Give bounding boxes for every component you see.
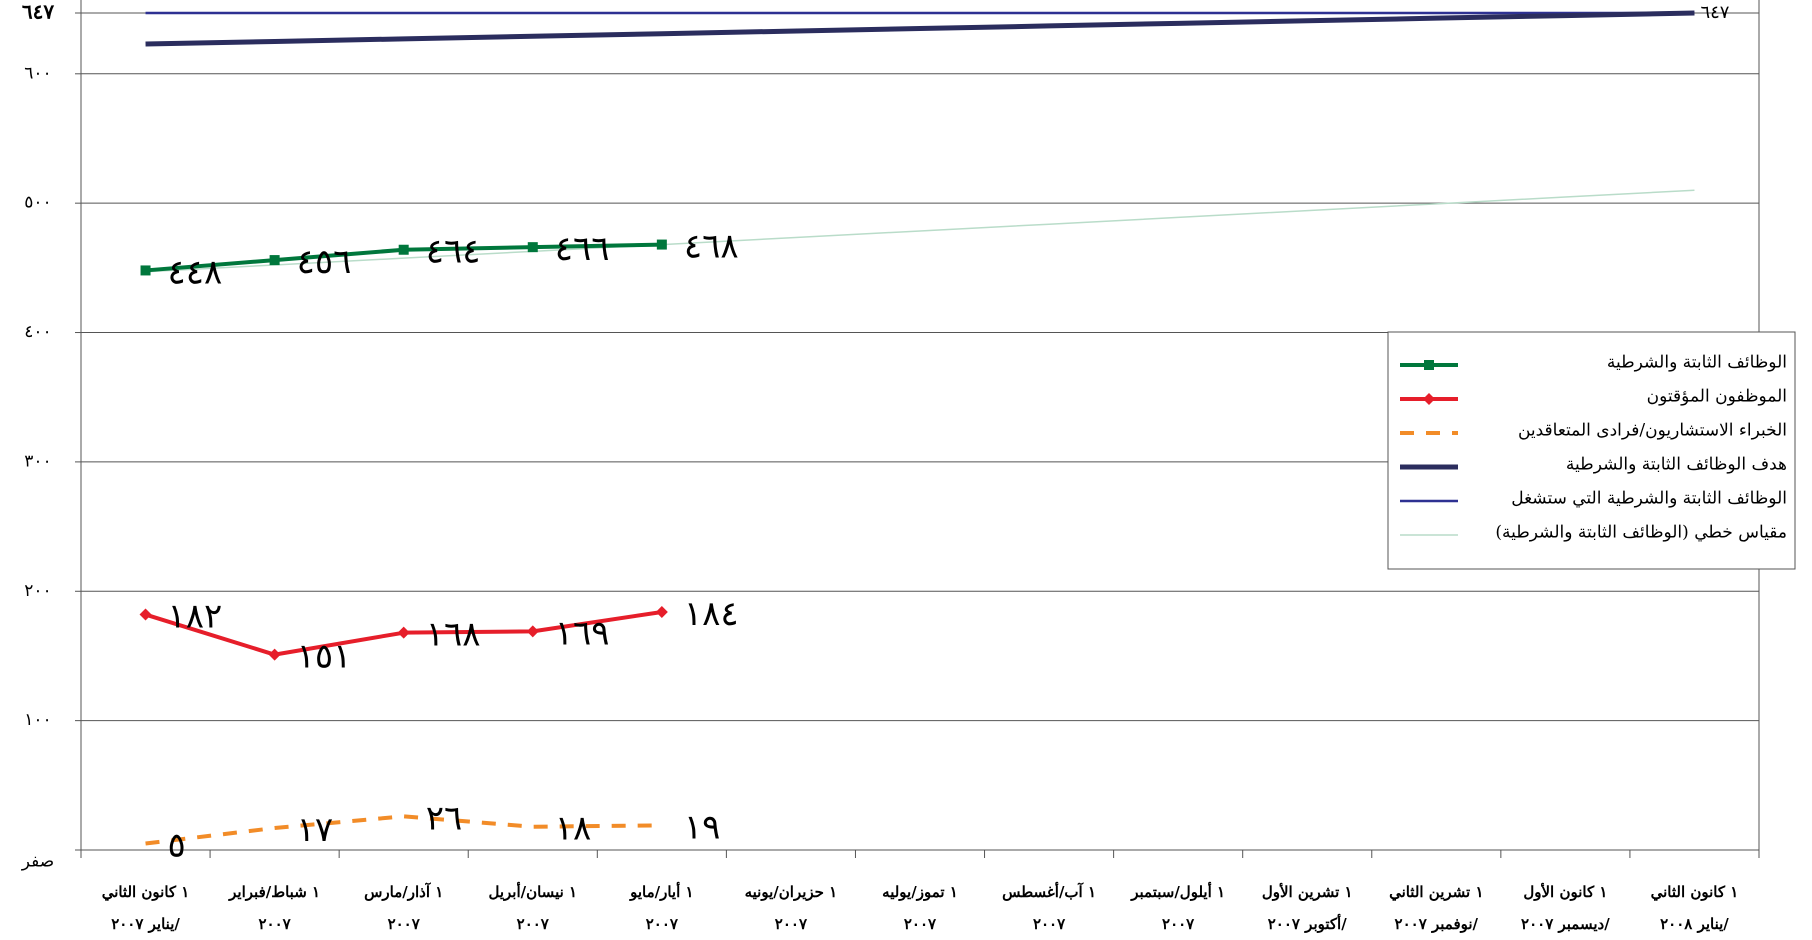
y-tick-label: ٣٠٠ xyxy=(24,451,51,471)
data-label: ١٨ xyxy=(555,809,592,849)
data-label: ١٨٤ xyxy=(684,594,739,634)
x-tick-label: ١ كانون الثاني /يناير ٢٠٠٧ xyxy=(101,883,190,933)
y-tick-label: ١٠٠ xyxy=(24,710,51,730)
data-label: ١٧ xyxy=(297,810,334,850)
data-label: ٥ xyxy=(168,826,186,866)
legend-label: هدف الوظائف الثابتة والشرطية xyxy=(1566,455,1787,475)
y-tick-label: ٦٤٧ xyxy=(22,0,54,24)
data-label: ١٦٨ xyxy=(426,615,481,655)
legend-label: مقياس خطي (الوظائف الثابتة والشرطية) xyxy=(1495,523,1787,543)
x-tick-label: ١ شباط/فبراير ٢٠٠٧ xyxy=(229,883,321,933)
y-tick-label: ٤٠٠ xyxy=(24,322,51,342)
data-label: ١٦٩ xyxy=(555,613,610,653)
data-label: ١٩ xyxy=(684,807,721,847)
y-tick-label: ٦٠٠ xyxy=(24,63,51,83)
x-tick-label: ١ آذار/مارس ٢٠٠٧ xyxy=(364,883,444,933)
data-label: ١٥١ xyxy=(297,637,352,677)
marker xyxy=(398,244,409,255)
data-label: ٤٥٦ xyxy=(297,242,352,282)
series-line xyxy=(145,814,662,846)
marker xyxy=(139,608,152,621)
data-label: ١٨٢ xyxy=(168,597,223,637)
data-label: ٤٦٤ xyxy=(426,232,481,272)
data-label: ٤٤٨ xyxy=(168,252,223,292)
data-label: ٦٤٧ xyxy=(1700,2,1729,23)
legend-marker xyxy=(1423,393,1435,405)
series-line xyxy=(145,10,1695,47)
marker xyxy=(655,605,668,618)
marker xyxy=(140,265,151,276)
legend-label: الوظائف الثابتة والشرطية xyxy=(1607,353,1787,373)
legend-box xyxy=(1387,331,1796,570)
x-tick-label: ١ أيار/مايو ٢٠٠٧ xyxy=(630,883,694,933)
marker xyxy=(527,242,538,253)
data-label: ٢٦ xyxy=(426,798,463,838)
data-label: ٤٦٨ xyxy=(684,227,739,267)
legend-label: الموظفون المؤقتون xyxy=(1647,387,1787,407)
x-tick-label: ١ تشرين الثاني /نوفمبر ٢٠٠٧ xyxy=(1389,883,1484,933)
legend-label: الخبراء الاستشاريون/فرادى المتعاقدين xyxy=(1518,421,1787,441)
y-tick-label: ٥٠٠ xyxy=(24,193,51,213)
marker xyxy=(656,239,667,250)
x-tick-label: ١ تموز/يوليه ٢٠٠٧ xyxy=(882,883,958,933)
x-tick-label: ١ كانون الأول /ديسمبر ٢٠٠٧ xyxy=(1521,883,1610,933)
legend-label: الوظائف الثابتة والشرطية التي ستشغل xyxy=(1511,489,1787,509)
marker xyxy=(526,625,539,638)
x-tick-label: ١ تشرين الأول /أكتوبر ٢٠٠٧ xyxy=(1261,883,1353,933)
legend-marker xyxy=(1424,360,1434,370)
series-line xyxy=(145,189,1695,273)
x-tick-label: ١ آب/أغسطس ٢٠٠٧ xyxy=(1002,883,1096,933)
y-tick-label: صفر xyxy=(21,852,54,872)
x-tick-label: ١ كانون الثاني /يناير ٢٠٠٨ xyxy=(1650,883,1739,933)
marker xyxy=(269,255,280,266)
y-tick-label: ٢٠٠ xyxy=(24,581,51,601)
x-tick-label: ١ أيلول/سبتمبر ٢٠٠٧ xyxy=(1131,883,1226,933)
marker xyxy=(397,626,410,639)
x-tick-label: ١ حزيران/يونيه ٢٠٠٧ xyxy=(744,883,838,933)
data-label: ٤٦٦ xyxy=(555,229,610,269)
x-tick-label: ١ نيسان/أبريل ٢٠٠٧ xyxy=(488,883,578,933)
marker xyxy=(268,648,281,661)
